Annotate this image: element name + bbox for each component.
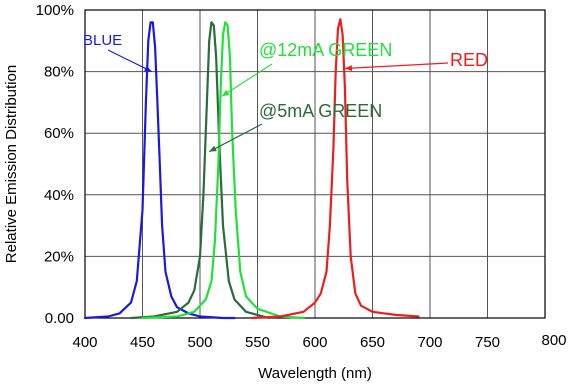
x-axis-title: Wavelength (nm) bbox=[258, 365, 372, 382]
series-lines bbox=[83, 18, 420, 320]
annotations: BLUE @12mA GREEN @5mA GREEN RED bbox=[83, 32, 488, 153]
x-tick-label-8: 800 bbox=[541, 332, 566, 349]
y-tick-labels: 0.00 20% 40% 60% 80% 100% bbox=[36, 2, 74, 327]
x-tick-label-3: 550 bbox=[245, 334, 270, 351]
annotation-pointer-3 bbox=[344, 62, 449, 70]
y-axis-title: Relative Emission Distribution bbox=[3, 65, 20, 263]
x-tick-label-0: 400 bbox=[72, 334, 97, 351]
annotation-label-2: @5mA GREEN bbox=[259, 101, 382, 121]
series-line-0 bbox=[83, 21, 236, 320]
x-tick-label-4: 600 bbox=[302, 334, 327, 351]
x-tick-label-7: 750 bbox=[475, 334, 500, 351]
annotation-arrowhead-2 bbox=[209, 145, 217, 152]
annotation-arrowhead-3 bbox=[344, 65, 353, 72]
y-tick-label-5: 100% bbox=[36, 2, 74, 19]
annotation-arrowhead-0 bbox=[144, 65, 152, 72]
y-tick-label-3: 60% bbox=[44, 125, 74, 142]
y-tick-label-4: 80% bbox=[44, 64, 74, 81]
annotation-arrowhead-1 bbox=[221, 89, 230, 97]
y-tick-label-2: 40% bbox=[44, 187, 74, 204]
annotation-pointer-0 bbox=[107, 49, 152, 73]
annotation-pointer-1 bbox=[221, 63, 273, 97]
annotation-label-1: @12mA GREEN bbox=[259, 40, 392, 60]
x-tick-label-2: 500 bbox=[187, 334, 212, 351]
x-tick-label-6: 700 bbox=[417, 334, 442, 351]
annotation-label-0: BLUE bbox=[83, 32, 122, 49]
x-tick-label-1: 450 bbox=[130, 334, 155, 351]
plot-frame bbox=[84, 9, 546, 319]
annotation-pointer-2 bbox=[208, 123, 263, 153]
annotation-label-3: RED bbox=[450, 50, 488, 70]
y-tick-label-0: 0.00 bbox=[45, 310, 74, 327]
series-line-2 bbox=[141, 21, 305, 320]
series-line-1 bbox=[129, 21, 271, 320]
y-tick-label-1: 20% bbox=[44, 248, 74, 265]
x-tick-labels: 400 450 500 550 600 650 700 750 800 bbox=[72, 332, 566, 351]
series-line-3 bbox=[250, 18, 420, 320]
x-tick-label-5: 650 bbox=[360, 334, 385, 351]
